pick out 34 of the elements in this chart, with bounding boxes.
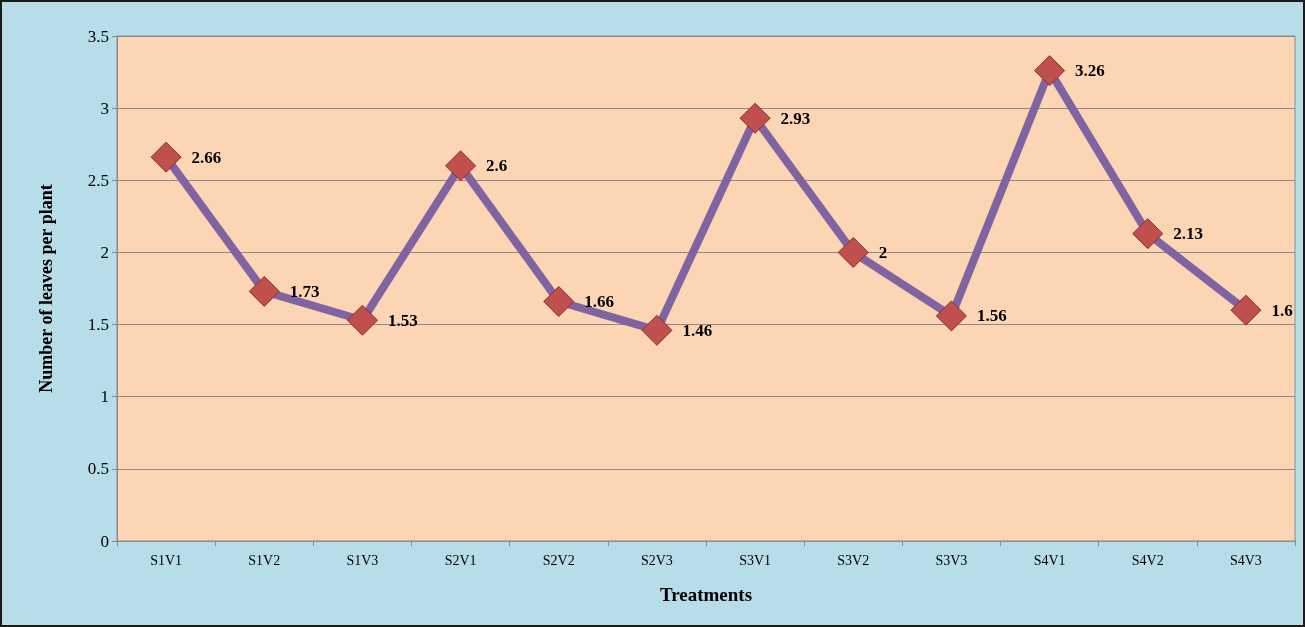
x-tick-label: S1V1 [150,552,183,568]
y-tick-label: 1.5 [87,315,109,335]
data-label: 1.6 [1271,300,1293,320]
x-tick-label: S4V1 [1033,552,1066,568]
data-label: 1.66 [584,291,614,311]
y-tick-label: 0.5 [87,459,109,479]
data-label: 2 [878,242,888,262]
y-tick-label: 1 [100,387,109,407]
x-tick-label: S1V2 [248,552,281,568]
y-tick-label: 3.5 [87,26,109,46]
y-tick-label: 2.5 [87,170,109,190]
x-tick-label: S2V1 [444,552,477,568]
x-tick-label: S2V2 [542,552,575,568]
x-tick-label: S1V3 [346,552,379,568]
x-tick-label: S3V3 [935,552,968,568]
data-label: 1.53 [387,310,418,330]
data-label: 1.46 [682,320,713,340]
data-label: 3.26 [1075,61,1105,81]
data-label: 1.73 [289,281,320,301]
y-tick-label: 0 [100,531,109,551]
x-tick-label: S3V1 [739,552,772,568]
y-axis-title: Number of leaves per plant [36,184,56,393]
data-label: 1.56 [976,306,1007,326]
x-tick-label: S2V3 [640,552,673,568]
data-label: 2.6 [486,156,508,176]
x-tick-label: S4V2 [1131,552,1164,568]
y-tick-label: 2 [100,242,109,262]
data-label: 2.66 [191,147,222,167]
y-tick-label: 3 [100,98,109,118]
x-tick-label: S4V3 [1229,552,1262,568]
data-label: 2.13 [1173,224,1203,244]
data-label: 2.93 [780,108,811,128]
x-axis-title: Treatments [659,584,753,605]
x-tick-label: S3V2 [837,552,870,568]
